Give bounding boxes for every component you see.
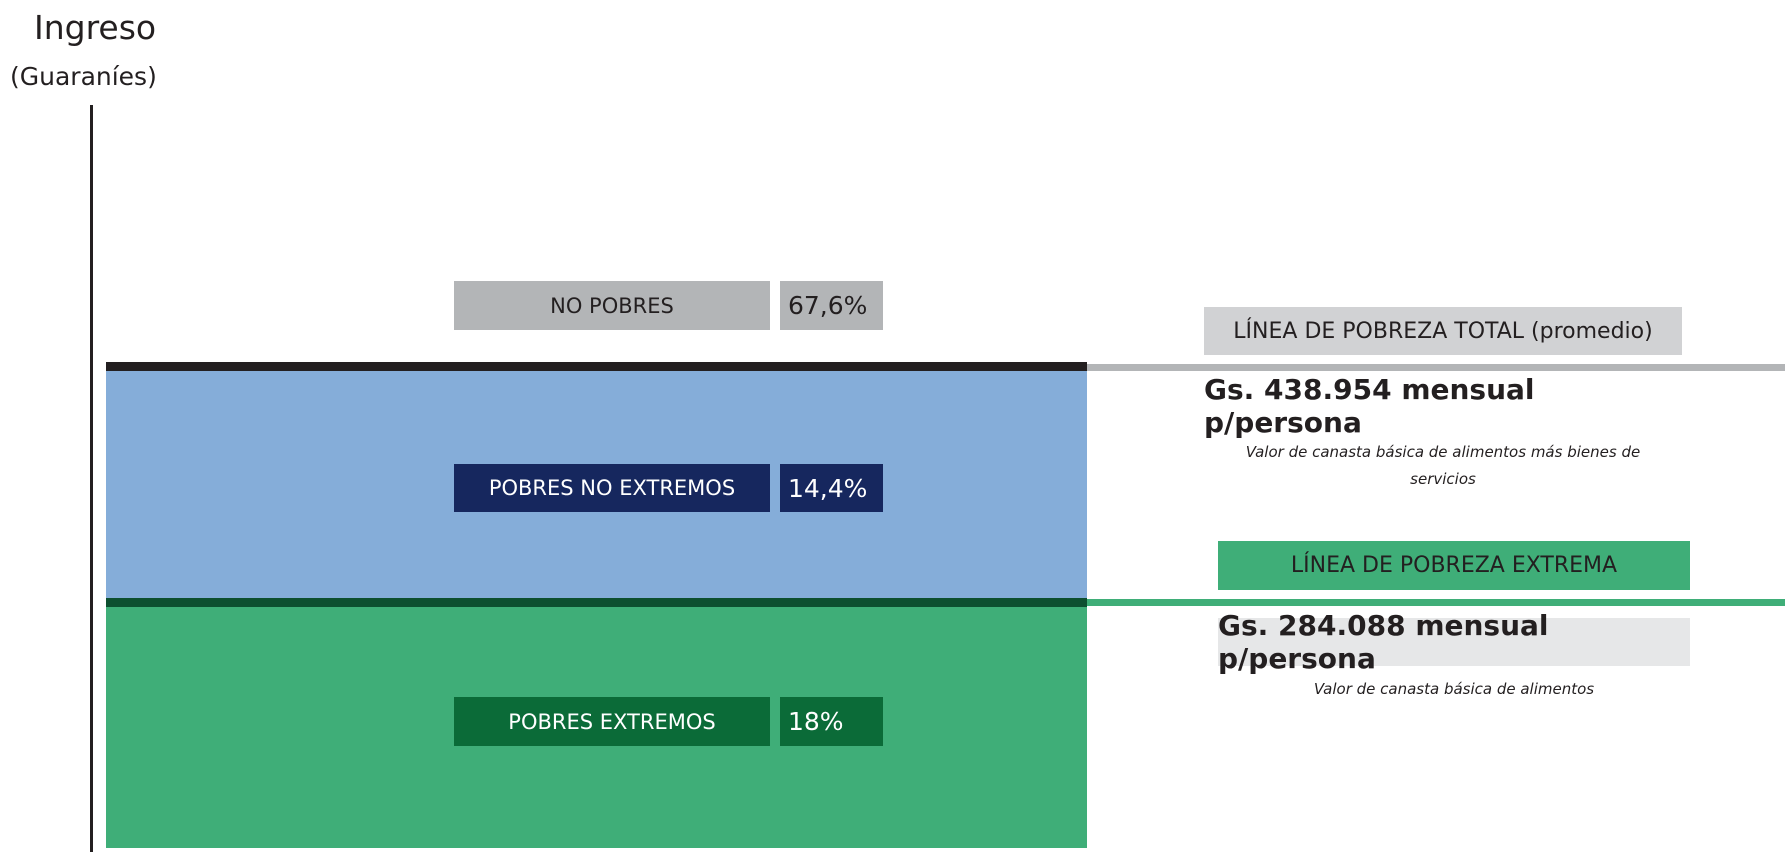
group-value: 14,4%	[780, 464, 883, 512]
axis-title: Ingreso	[34, 8, 157, 47]
axis-line	[90, 105, 93, 852]
line-note: Valor de canasta básica de alimentos más…	[1245, 443, 1641, 488]
group-label: NO POBRES	[454, 281, 770, 330]
group-value: 18%	[780, 697, 883, 746]
line-amount: Gs. 284.088 mensual p/persona	[1218, 609, 1690, 675]
line-amount: Gs. 438.954 mensual p/persona	[1204, 373, 1535, 439]
group-value: 67,6%	[780, 281, 883, 330]
group-label: POBRES EXTREMOS	[454, 697, 770, 746]
line-label: LÍNEA DE POBREZA EXTREMA	[1218, 541, 1690, 590]
line-label: LÍNEA DE POBREZA TOTAL (promedio)	[1204, 307, 1682, 355]
group-label: POBRES NO EXTREMOS	[454, 464, 770, 512]
axis-subtitle: (Guaraníes)	[10, 62, 157, 91]
line-extreme	[106, 598, 1087, 607]
line-total	[106, 362, 1087, 371]
line-note: Valor de canasta básica de alimentos	[1313, 680, 1595, 698]
line-extreme-ext	[1087, 599, 1785, 606]
line-total-ext	[1087, 364, 1785, 371]
